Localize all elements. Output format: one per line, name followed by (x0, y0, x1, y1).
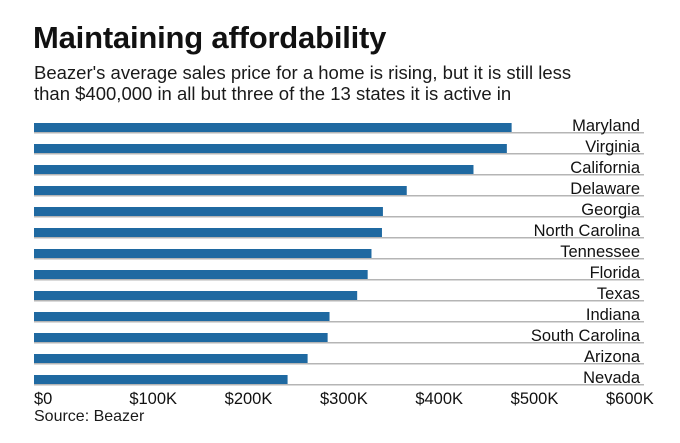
category-label: Tennessee (560, 243, 640, 261)
bar (34, 354, 308, 363)
bar (34, 333, 328, 342)
category-label: Delaware (570, 180, 640, 198)
bar (34, 375, 288, 384)
chart-title: Maintaining affordability (33, 20, 387, 55)
x-tick-label: $600K (606, 390, 654, 408)
bar (34, 249, 372, 258)
bar (34, 123, 512, 132)
subtitle-line: Beazer's average sales price for a home … (34, 62, 572, 83)
bar (34, 207, 383, 216)
subtitle-line: than $400,000 in all but three of the 13… (34, 83, 512, 104)
row-baseline (34, 153, 644, 155)
bar-row: South Carolina (34, 327, 644, 345)
bar-row: Georgia (34, 201, 644, 219)
bar-row: Tennessee (34, 243, 644, 261)
bar (34, 291, 358, 300)
row-baseline (34, 342, 644, 344)
bar-row: Indiana (34, 306, 644, 324)
category-label: Virginia (585, 138, 641, 156)
bar-row: North Carolina (34, 222, 644, 240)
category-label: Indiana (586, 306, 641, 324)
x-tick-label: $500K (511, 390, 559, 408)
row-baseline (34, 216, 644, 218)
bar-row: Florida (34, 264, 644, 282)
category-label: California (570, 159, 641, 177)
category-label: Georgia (581, 201, 641, 219)
row-baseline (34, 321, 644, 323)
bar (34, 186, 407, 195)
row-baseline (34, 384, 644, 386)
bar-row: Texas (34, 285, 644, 303)
category-label: South Carolina (531, 327, 641, 345)
category-label: Nevada (583, 369, 641, 387)
category-label: Maryland (572, 117, 640, 135)
bar-row: Arizona (34, 348, 644, 366)
category-label: Florida (590, 264, 641, 282)
row-baseline (34, 132, 644, 134)
bar-row: Virginia (34, 138, 644, 156)
x-tick-label: $400K (415, 390, 463, 408)
bars-group: Maryland Virginia California Delaware Georgi… (34, 117, 644, 387)
row-baseline (34, 258, 644, 260)
category-label: Arizona (584, 348, 641, 366)
bar (34, 228, 382, 237)
x-tick-label: $100K (129, 390, 177, 408)
row-baseline (34, 174, 644, 176)
bar (34, 312, 330, 321)
x-tick-label: $200K (225, 390, 273, 408)
x-axis: $0 $100K $200K $300K $400K $500K $600K (34, 390, 654, 408)
x-tick-label: $0 (34, 390, 52, 408)
category-label: North Carolina (534, 222, 641, 240)
bar-row: Nevada (34, 369, 644, 387)
x-tick-label: $300K (320, 390, 368, 408)
bar (34, 144, 507, 153)
bar-row: California (34, 159, 644, 177)
row-baseline (34, 279, 644, 281)
row-baseline (34, 195, 644, 197)
bar (34, 165, 474, 174)
row-baseline (34, 237, 644, 239)
bar-row: Delaware (34, 180, 644, 198)
row-baseline (34, 300, 644, 302)
row-baseline (34, 363, 644, 365)
category-label: Texas (597, 285, 640, 303)
chart-subtitle: Beazer's average sales price for a home … (34, 62, 674, 104)
bar (34, 270, 368, 279)
bar-row: Maryland (34, 117, 644, 135)
source-note: Source: Beazer (34, 408, 145, 425)
